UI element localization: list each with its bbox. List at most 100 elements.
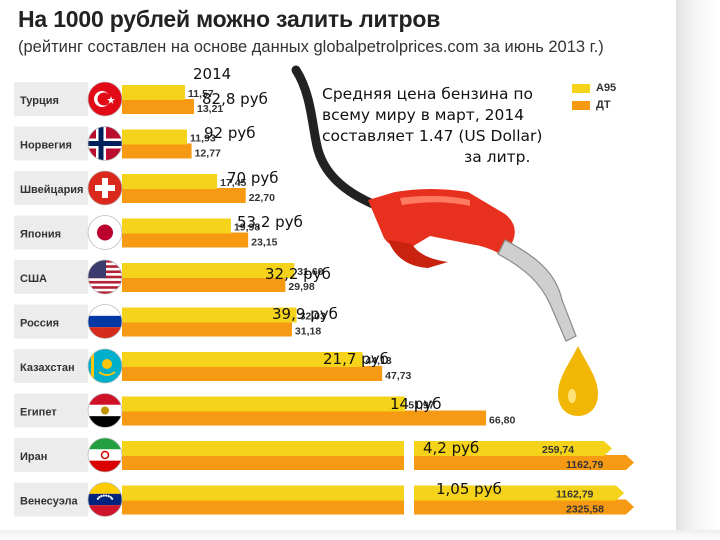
chart-row: Россия 32,03 31,18 [14, 304, 326, 339]
legend-swatch-dt [572, 101, 590, 110]
bar-dt [122, 188, 246, 203]
price-annotation: 53,2 руб [237, 213, 303, 231]
legend-swatch-a95 [572, 84, 590, 93]
category-label: Египет [20, 407, 57, 419]
category-label: Норвегия [20, 140, 72, 152]
bar-dt [122, 232, 249, 248]
average-price-note: Средняя цена бензина по всему миру в мар… [322, 84, 572, 168]
price-annotation: 21,7 руб [323, 350, 389, 368]
category-label-box [14, 482, 88, 517]
note-line-4: за литр. [464, 148, 531, 166]
flag-egypt-icon [88, 393, 122, 428]
fuel-drop [558, 346, 598, 416]
value-label-dt: 66,80 [489, 415, 515, 427]
chart-row: Венесуэла 1162,79 2325,58 [14, 482, 634, 518]
bar-a95 [122, 396, 406, 412]
bar-dt-arrow [626, 499, 634, 515]
frame-shadow [676, 0, 720, 540]
category-label: Турция [20, 95, 59, 107]
chart-row: Япония 19,98 23,15 [14, 215, 278, 250]
flag-japan-icon [88, 215, 122, 250]
chart-row: Иран 259,74 1162,79 [14, 437, 634, 473]
category-label-box [14, 393, 88, 428]
pump-nozzle-body [368, 189, 515, 254]
flag-usa-icon [88, 260, 122, 294]
flag-switzerland-icon [88, 171, 122, 205]
note-line-3: составляет 1.47 (US Dollar) [322, 127, 543, 145]
value-label-dt: 12,77 [195, 148, 221, 160]
value-label-a95: 11,93 [190, 133, 216, 145]
value-label-dt: 22,70 [249, 192, 275, 204]
category-label-box [14, 260, 88, 294]
value-label-a95: 32,03 [300, 311, 326, 323]
note-year: 2014 [193, 65, 232, 83]
value-label-a95: 31,60 [297, 266, 323, 278]
pump-spout [497, 239, 577, 342]
frame-shadow-bottom [0, 530, 720, 540]
chart-title: На 1000 рублей можно залить литров [18, 6, 441, 32]
value-label-dt: 1162,79 [566, 459, 604, 471]
bar-dt [122, 366, 383, 381]
category-label: Иран [20, 451, 47, 463]
category-label-box [14, 304, 88, 339]
price-annotation: 70 руб [227, 169, 279, 187]
chart-subtitle: (рейтинг составлен на основе данных glob… [18, 38, 604, 56]
value-label-a95: 44,13 [366, 355, 392, 367]
chart-row: США 31,60 29,98 [14, 259, 324, 295]
bar-a95-arrow [616, 485, 624, 501]
chart-row: Египет 51,97 66,80 [14, 393, 515, 428]
bar-a95 [122, 174, 218, 189]
chart-row: Норвегия 11,93 12,77 [14, 126, 221, 161]
flag-venezuela-icon [88, 482, 122, 517]
value-label-a95: 51,97 [408, 400, 434, 412]
price-annotation: 39,9 руб [272, 305, 338, 323]
category-label: Венесуэла [20, 496, 79, 508]
category-label: США [20, 273, 47, 285]
bar-a95 [122, 85, 186, 100]
bar-a95 [122, 352, 363, 367]
bar-dt [122, 277, 286, 292]
bar-break-gap [404, 438, 414, 473]
legend-label-dt: ДТ [596, 99, 611, 111]
flag-russia-icon [88, 304, 122, 339]
bar-dt [122, 499, 626, 515]
fuel-hose [291, 65, 385, 212]
value-label-dt: 47,73 [385, 370, 411, 382]
price-annotation: 92 руб [204, 124, 256, 142]
note-line-2: всему миру в март, 2014 [322, 106, 525, 124]
bar-a95-arrow [604, 441, 612, 456]
value-label-dt: 29,98 [288, 281, 314, 293]
flag-turkey-icon [88, 82, 122, 116]
bar-a95 [122, 485, 616, 501]
flag-kazakhstan-icon [88, 349, 122, 383]
category-label: Япония [20, 229, 61, 241]
pump-nozzle-handle [388, 240, 448, 268]
legend-label-a95: А95 [596, 82, 617, 94]
bar-a95 [122, 129, 188, 145]
value-label-a95: 11,57 [188, 88, 214, 100]
category-label: Россия [20, 318, 59, 330]
bar-break-gap [404, 482, 414, 518]
price-annotation: 32,2 руб [265, 265, 331, 283]
chart-row: Казахстан 44,13 47,73 [14, 348, 412, 384]
bar-a95 [122, 441, 604, 456]
price-annotation: 4,2 руб [423, 439, 480, 457]
category-label-box [14, 438, 88, 472]
bar-dt [122, 99, 194, 114]
fuel-pump-illustration [291, 65, 598, 416]
value-label-dt: 2325,58 [566, 504, 604, 516]
value-label-a95: 17,45 [220, 177, 246, 189]
bar-a95 [122, 307, 297, 323]
category-label-box [14, 82, 88, 116]
bar-dt [122, 455, 626, 470]
flag-iran-icon [88, 438, 122, 472]
bar-a95 [122, 263, 295, 278]
chart-row: Турция 11,57 13,21 [14, 81, 223, 117]
category-label: Швейцария [20, 184, 83, 196]
value-label-dt: 23,15 [251, 237, 277, 249]
fuel-drop-shine [568, 389, 576, 403]
pump-nozzle-highlight [400, 195, 470, 206]
bar-dt [122, 410, 487, 426]
